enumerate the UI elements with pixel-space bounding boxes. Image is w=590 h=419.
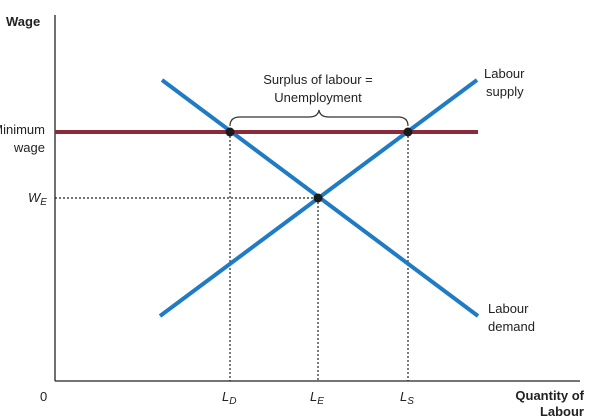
- surplus-brace: [229, 109, 409, 127]
- minimum-wage-label-line1: Minimum: [0, 122, 45, 137]
- le-label: LE: [310, 389, 324, 407]
- supply-label-line2: supply: [486, 84, 524, 99]
- origin-label: 0: [40, 389, 47, 404]
- equilibrium-point: [313, 193, 323, 203]
- annotation-line2: Unemployment: [274, 90, 362, 105]
- ls-label: LS: [400, 389, 414, 407]
- x-axis-title-line2: Labour: [540, 404, 584, 419]
- demand-at-min-wage-point: [225, 127, 235, 137]
- supply-at-min-wage-point: [403, 127, 413, 137]
- demand-label-line1: Labour: [488, 301, 529, 316]
- annotation-line1: Surplus of labour =: [263, 72, 372, 87]
- y-axis-title: Wage: [6, 14, 40, 29]
- we-label: WE: [28, 190, 47, 208]
- demand-label-line2: demand: [488, 319, 535, 334]
- x-axis-title-line1: Quantity of: [515, 388, 584, 403]
- ld-label: LD: [222, 389, 236, 407]
- supply-label-line1: Labour: [484, 66, 525, 81]
- minimum-wage-label-line2: wage: [13, 140, 45, 155]
